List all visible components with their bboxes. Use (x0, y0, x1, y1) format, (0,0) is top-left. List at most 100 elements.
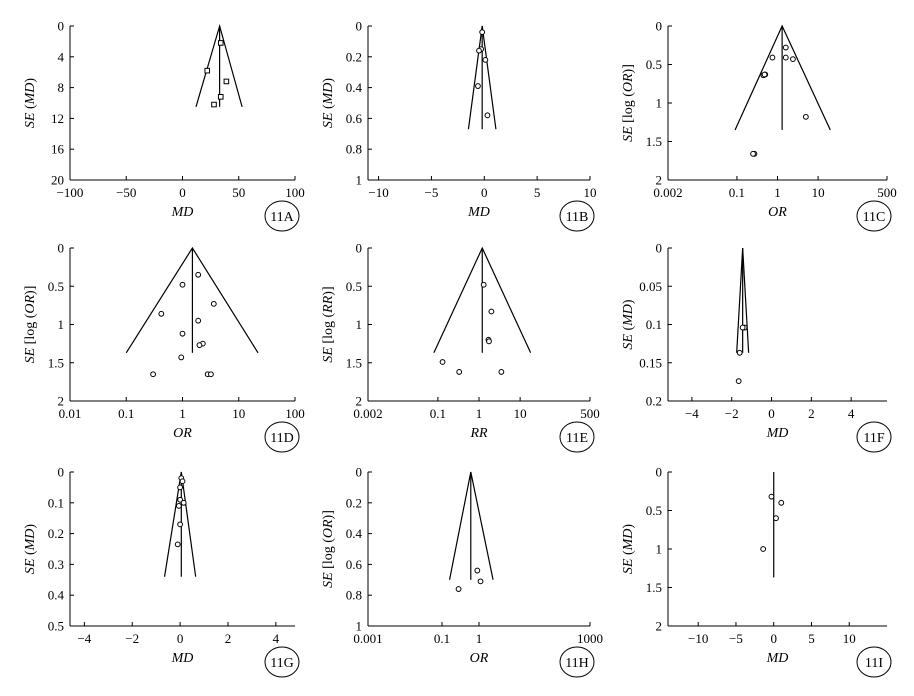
y-tick-label: 0.4 (346, 526, 363, 541)
study-point (480, 281, 487, 288)
panel-badge-label: 11G (270, 656, 294, 671)
y-tick-label: 0.2 (346, 495, 362, 510)
panel-badge-label: 11F (863, 431, 884, 446)
funnel-limits (448, 471, 494, 580)
y-tick-label: 1 (58, 317, 65, 332)
panel-badge-label: 11E (566, 431, 588, 446)
x-tick-label: 0.002 (353, 406, 382, 421)
study-point (174, 541, 181, 548)
x-tick-label: 0.1 (118, 406, 134, 421)
funnel-limits (195, 23, 243, 108)
y-tick-label: 2 (356, 394, 363, 409)
x-tick-label: 0 (770, 631, 777, 646)
y-axis-label: SE (MD) (23, 78, 38, 129)
y-axis-label: SE (MD) (321, 78, 336, 129)
x-tick-label: −100 (57, 185, 84, 200)
y-tick-label: 20 (51, 173, 64, 188)
x-tick-label: 10 (843, 631, 856, 646)
y-tick-label: 1.5 (346, 355, 362, 370)
y-tick-label: 0 (656, 19, 663, 34)
panel-badge-label: 11A (270, 210, 294, 225)
x-tick-label: −2 (125, 631, 139, 646)
y-tick-label: 0 (356, 241, 363, 256)
panel-badge-label: 11D (270, 431, 294, 446)
y-tick-label: 0.2 (48, 526, 64, 541)
x-tick-label: −10 (688, 631, 708, 646)
y-tick-label: 1 (356, 173, 363, 188)
x-tick-label: 1 (774, 185, 781, 200)
x-tick-label: 0.1 (729, 185, 745, 200)
x-tick-label: 10 (514, 406, 527, 421)
study-point (484, 112, 491, 119)
study-point (179, 330, 186, 337)
panel-badge (856, 646, 892, 678)
study-point (782, 44, 789, 51)
x-tick-label: 100 (285, 185, 305, 200)
x-tick-label: 100 (285, 406, 305, 421)
funnel-plot-11c: 0 0.5 1 1.5 20.002 0.1 1 10 500 OR SE [log (OR)] 11… (621, 19, 897, 232)
study-point (739, 324, 746, 331)
y-tick-label: 0.6 (346, 111, 363, 126)
study-point (195, 271, 202, 278)
study-point (488, 308, 495, 315)
x-tick-label: 0 (179, 185, 186, 200)
x-tick-label: −4 (685, 406, 699, 421)
x-tick-label: −10 (368, 185, 388, 200)
y-tick-label: 4 (58, 49, 65, 64)
funnel-limits (736, 247, 750, 353)
study-point (498, 369, 505, 375)
y-axis-label: SE (MD) (621, 524, 636, 575)
study-point (177, 484, 184, 491)
y-tick-label: 0.2 (346, 49, 362, 64)
funnel-limits (734, 24, 831, 131)
y-tick-label: 0.8 (346, 588, 362, 603)
y-tick-label: 0.5 (646, 503, 662, 518)
y-axis-label: SE [log (RR)] (321, 286, 336, 362)
study-point (477, 578, 484, 585)
funnel-plot-11d: 0 0.5 1 1.5 20.01 0.1 1 10 100 OR SE [log (OR)] 11D (23, 241, 305, 453)
funnel-limits (163, 471, 197, 577)
x-tick-label: 500 (580, 406, 600, 421)
study-point (778, 499, 785, 506)
y-tick-label: 2 (656, 619, 663, 634)
study-point (456, 369, 463, 375)
x-tick-label: 10 (584, 185, 597, 200)
study-point (476, 47, 482, 54)
study-point (475, 83, 481, 89)
y-tick-label: 2 (656, 173, 663, 188)
x-tick-label: −50 (116, 185, 136, 200)
study-point (179, 281, 186, 288)
y-tick-label: 1.5 (48, 355, 64, 370)
study-point (223, 78, 230, 85)
study-point (150, 371, 156, 378)
funnel-limits (125, 246, 259, 354)
y-tick-label: 0 (356, 19, 363, 34)
study-point (802, 113, 809, 120)
study-point (180, 499, 187, 506)
x-tick-label: 0 (177, 631, 184, 646)
x-tick-label: 1 (179, 406, 186, 421)
panel-badge (856, 421, 892, 453)
x-tick-label: 1 (476, 406, 483, 421)
funnel-plot-11a: 0 4 8 12 16 20−100 −50 0 50 100 MD SE (MD) 11A (23, 19, 305, 232)
y-tick-label: 0.4 (48, 588, 65, 603)
study-point (158, 310, 165, 317)
y-tick-label: 0 (58, 241, 65, 256)
study-point (482, 56, 489, 63)
x-tick-label: 1000 (577, 631, 603, 646)
y-tick-label: 0.4 (346, 80, 363, 95)
x-axis-label: OR (768, 205, 787, 220)
funnel-plot-11g: 0 0.1 0.2 0.3 0.4 0.5 −4 −2 0 2 4 MD SE (MD) 11G (23, 465, 300, 678)
x-tick-label: 2 (225, 631, 232, 646)
y-tick-label: 0.5 (346, 279, 362, 294)
study-point (486, 338, 492, 345)
y-tick-label: 0.5 (48, 619, 64, 634)
x-axis-label: OR (470, 651, 489, 666)
study-point (176, 502, 182, 509)
y-tick-label: 0 (656, 241, 663, 256)
y-tick-label: 0.05 (639, 279, 662, 294)
study-point (761, 71, 768, 78)
x-tick-label: 0.1 (434, 631, 450, 646)
y-axis-label: SE [log (OR)] (621, 64, 636, 142)
